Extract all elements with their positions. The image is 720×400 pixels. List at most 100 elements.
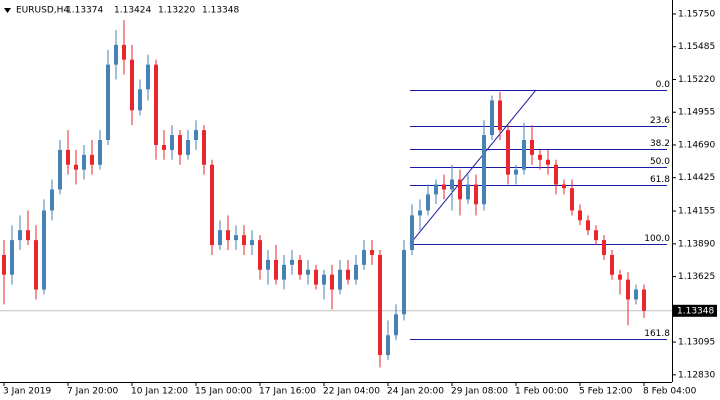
candle-body [546, 159, 550, 165]
candle-body [498, 100, 502, 131]
candle-body [458, 179, 462, 200]
y-tick-label: 1.13890 [678, 239, 715, 249]
candle-body [466, 184, 470, 200]
candle-body [10, 240, 14, 275]
candle-body [106, 64, 110, 141]
y-tick-label: 1.14425 [678, 173, 715, 183]
y-tick-label: 1.13095 [678, 338, 715, 348]
candle-body [98, 140, 102, 165]
fibo-label: 23.6 [650, 116, 670, 126]
candle-body [90, 154, 94, 165]
candle-body [2, 254, 6, 275]
y-tick-label: 1.15220 [678, 75, 715, 85]
header-close: 1.13348 [202, 6, 239, 16]
candle-body [282, 264, 286, 280]
candle-body [226, 230, 230, 241]
candle-body [594, 230, 598, 241]
candle-body [170, 135, 174, 150]
y-tick-label: 1.12830 [678, 370, 715, 380]
candle-body [130, 59, 134, 111]
y-tick-label: 1.14155 [678, 207, 715, 217]
frame [0, 0, 673, 383]
x-tick-label: 7 Jan 20:00 [67, 387, 119, 397]
candle-body [538, 154, 542, 160]
candle-body [354, 264, 358, 280]
candle-body [74, 164, 78, 170]
candle-body [242, 235, 246, 246]
candle-body [18, 230, 22, 241]
candle-body [42, 210, 46, 290]
candle-body [290, 259, 294, 265]
candle-body [322, 274, 326, 285]
candle-body [450, 179, 454, 190]
menu-arrow[interactable] [4, 8, 11, 13]
candle-body [146, 64, 150, 90]
fibo-label: 161.8 [644, 329, 670, 339]
candle-body [306, 269, 310, 275]
candle-body [602, 240, 606, 255]
candle-body [618, 274, 622, 280]
candle-body [490, 100, 494, 136]
candle-body [402, 249, 406, 315]
candle-body [114, 44, 118, 65]
candle-body [442, 184, 446, 190]
candle-body [482, 135, 486, 205]
candle-body [194, 130, 198, 141]
candle-body [58, 149, 62, 190]
candle-body [554, 164, 558, 185]
candle-body [394, 314, 398, 336]
candle-body [162, 144, 166, 150]
candle-body [186, 140, 190, 155]
candle-body [122, 44, 126, 60]
x-tick-label: 22 Jan 04:00 [323, 387, 380, 397]
candle-body [154, 64, 158, 145]
fibo-label: 50.0 [650, 157, 670, 167]
candle-body [202, 130, 206, 165]
candle-body [370, 249, 374, 255]
candle-body [378, 254, 382, 356]
candle-body [34, 240, 38, 290]
candle-body [178, 135, 182, 155]
x-tick-label: 3 Jan 2019 [3, 387, 51, 397]
bid-label: 1.13348 [677, 306, 714, 316]
candle-body [82, 154, 86, 170]
header-open: 1.13374 [66, 6, 103, 16]
candle-body [514, 169, 518, 175]
candle-body [346, 269, 350, 280]
candle-body [418, 210, 422, 216]
candle-body [138, 89, 142, 111]
candle-body [338, 269, 342, 290]
fibo-label: 100.0 [644, 234, 670, 244]
fibo-trendline [409, 89, 537, 245]
candle-body [562, 184, 566, 189]
fibo-label: 0.0 [656, 80, 671, 90]
candle-body [210, 164, 214, 246]
fibo-label: 38.2 [650, 139, 670, 149]
header-high: 1.13424 [114, 6, 151, 16]
candles [2, 20, 646, 368]
candle-body [530, 140, 534, 155]
candle-body [386, 335, 390, 356]
candle-body [234, 235, 238, 241]
candle-body [266, 259, 270, 270]
candle-body [26, 230, 30, 241]
x-tick-label: 24 Jan 20:00 [387, 387, 444, 397]
candle-body [626, 279, 630, 300]
candle-body [522, 140, 526, 170]
candle-body [634, 289, 638, 300]
candle-body [506, 130, 510, 175]
candle-body [570, 188, 574, 211]
y-tick-label: 1.15485 [678, 42, 715, 52]
candle-body [410, 215, 414, 250]
x-tick-label: 29 Jan 08:00 [451, 387, 508, 397]
candle-body [258, 240, 262, 270]
x-tick-label: 5 Feb 12:00 [579, 387, 633, 397]
candle-body [578, 210, 582, 221]
candle-body [274, 259, 278, 280]
x-tick-label: 15 Jan 00:00 [195, 387, 252, 397]
symbol: EURUSD,H4 [16, 6, 69, 16]
x-tick-label: 8 Feb 04:00 [643, 387, 697, 397]
candle-body [50, 189, 54, 211]
